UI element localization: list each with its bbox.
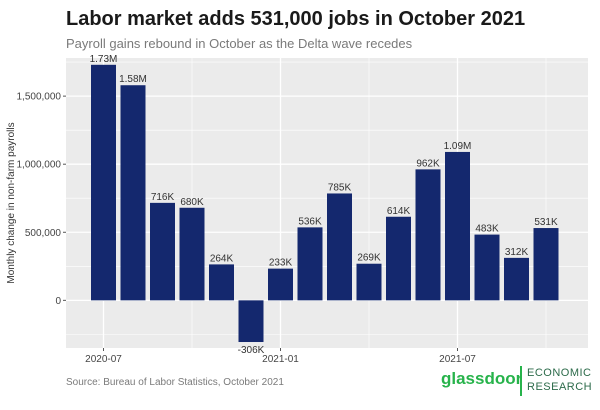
bar-2020-09 (150, 202, 175, 301)
data-label-2021-03: 785K (328, 182, 352, 193)
data-label-2021-02: 536K (298, 216, 322, 227)
y-tick-label: 500,000 (25, 228, 62, 239)
data-label-2021-07: 1.09M (444, 141, 472, 152)
data-label-2020-12: -306K (238, 345, 265, 356)
bar-2021-02 (297, 227, 323, 301)
data-label-2021-05: 614K (387, 206, 411, 217)
bar-2021-03 (327, 193, 352, 301)
data-label-2020-09: 716K (151, 192, 175, 203)
chart-title: Labor market adds 531,000 jobs in Octobe… (66, 8, 526, 30)
bar-2020-10 (179, 207, 205, 301)
bar-2021-06 (415, 169, 441, 301)
y-tick-label: 0 (55, 296, 61, 307)
y-tick-label: 1,500,000 (17, 92, 62, 103)
bar-2020-08 (120, 85, 146, 301)
data-label-2021-01: 233K (269, 258, 293, 269)
source-note: Source: Bureau of Labor Statistics, Octo… (66, 377, 284, 388)
data-label-2020-07: 1.73M (90, 54, 118, 65)
bar-2021-05 (386, 216, 411, 301)
bar-2021-01 (268, 268, 293, 301)
data-label-2020-11: 264K (210, 253, 234, 264)
data-label-2021-06: 962K (416, 158, 440, 169)
bar-2021-08 (474, 234, 500, 301)
bar-2020-11 (209, 264, 234, 301)
logo-economic: ECONOMIC (527, 367, 592, 379)
logo-divider (520, 366, 522, 396)
data-label-2021-09: 312K (505, 247, 529, 258)
data-label-2021-08: 483K (475, 224, 499, 235)
y-tick-label: 1,000,000 (17, 160, 62, 171)
data-label-2021-04: 269K (357, 253, 381, 264)
data-label-2020-10: 680K (180, 197, 204, 208)
bars (91, 64, 559, 343)
x-tick-label: 2020-07 (85, 354, 122, 365)
bar-2020-07 (91, 64, 116, 301)
logo-research: RESEARCH (527, 381, 593, 393)
data-label-2021-10: 531K (534, 217, 558, 228)
x-tick-label: 2021-07 (439, 354, 476, 365)
bar-2021-07 (445, 151, 470, 301)
bar-2021-04 (356, 263, 382, 301)
logo-wordmark: glassdoor (441, 369, 523, 388)
y-axis-ticks: 0 500,000 1,000,000 1,500,000 (17, 92, 66, 307)
bar-2021-09 (504, 257, 529, 301)
y-axis-label: Monthly change in non-farm payrolls (6, 122, 17, 283)
data-label-2020-08: 1.58M (119, 74, 147, 85)
bar-2021-10 (533, 228, 559, 301)
x-tick-label: 2021-01 (262, 354, 299, 365)
chart-subtitle: Payroll gains rebound in October as the … (66, 36, 413, 51)
x-axis-ticks: 2020-07 2021-01 2021-07 (85, 348, 476, 365)
bar-2020-12 (238, 300, 264, 343)
